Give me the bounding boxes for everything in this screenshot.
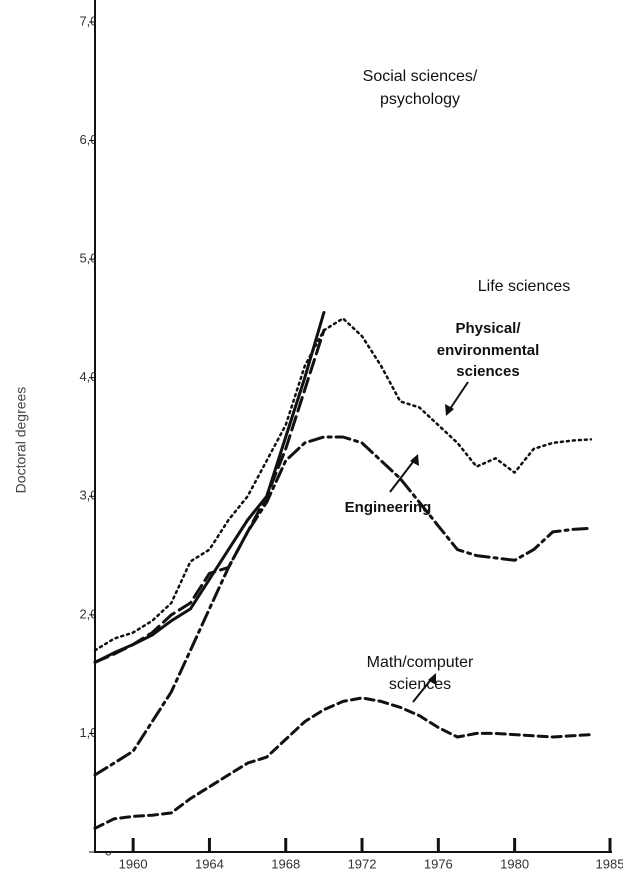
x-tick-label: 1968 <box>271 856 300 871</box>
arrow <box>447 381 469 413</box>
x-tick-label: 1976 <box>424 856 453 871</box>
series-line <box>93 696 593 830</box>
plot-area <box>96 0 623 852</box>
x-tick-label: 1985 <box>596 856 623 871</box>
arrow <box>389 457 417 493</box>
annotation: Physical/ <box>455 320 521 337</box>
annotation: environmental <box>437 342 540 359</box>
x-tick-label: 1964 <box>195 856 224 871</box>
arrow-head <box>445 404 454 416</box>
arrow <box>412 676 434 703</box>
annotation: psychology <box>380 91 460 108</box>
series-line <box>93 435 593 777</box>
series-line <box>93 317 593 652</box>
annotation: Life sciences <box>478 278 571 295</box>
x-tick-label: 1972 <box>348 856 377 871</box>
arrow-head <box>428 673 436 685</box>
series-line <box>93 328 326 664</box>
annotation: Social sciences/ <box>363 68 478 85</box>
annotation: sciences <box>389 676 451 693</box>
annotation: sciences <box>456 363 519 380</box>
arrow-head <box>410 454 419 466</box>
annotation: Math/computer <box>367 654 474 671</box>
y-axis-label: Doctoral degrees <box>13 387 29 494</box>
x-tick-label: 1960 <box>119 856 148 871</box>
x-tick-label: 1980 <box>500 856 529 871</box>
annotation: Engineering <box>345 499 432 516</box>
